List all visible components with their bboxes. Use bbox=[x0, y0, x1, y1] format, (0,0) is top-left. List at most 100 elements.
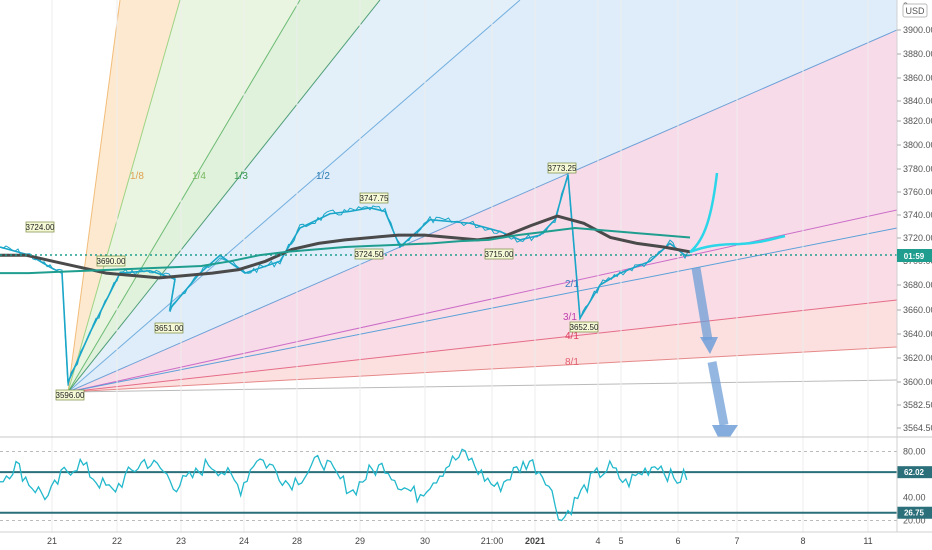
price-callout-text: 3652.50 bbox=[570, 323, 599, 332]
price-callout-box bbox=[569, 321, 599, 333]
price-callout-box bbox=[484, 248, 514, 260]
price-callout-4: 3596.00 bbox=[55, 389, 85, 401]
time-tick-label: 23 bbox=[176, 536, 186, 546]
gann-fan-ray-3 bbox=[67, 0, 301, 393]
rsi-tick-label: 40.00 bbox=[903, 493, 926, 503]
price-callout-9: 3652.50 bbox=[569, 321, 599, 333]
price-callout-5: 3747.75 bbox=[359, 192, 389, 204]
price-tick-label: 3620.00 bbox=[903, 353, 932, 363]
projection-arrow-2 bbox=[707, 361, 729, 426]
gann-fan-ray-9 bbox=[67, 346, 897, 393]
price-callout-6: 3724.50 bbox=[354, 248, 384, 260]
gann-fan-ray-2 bbox=[67, 0, 181, 393]
price-callout-text: 3773.25 bbox=[548, 164, 577, 173]
time-tick-label: 29 bbox=[355, 536, 365, 546]
price-tick-label: 3640.00 bbox=[903, 329, 932, 339]
price-tick-label: 3840.00 bbox=[903, 96, 932, 106]
gann-fan-ray-4 bbox=[67, 0, 381, 393]
moving-average-slow bbox=[0, 214, 691, 280]
price-callout-2: 3690.00 bbox=[96, 255, 126, 267]
gann-fan-ray-10 bbox=[67, 379, 897, 393]
price-tick-label: 3600.00 bbox=[903, 377, 932, 387]
rsi-level-high-label: 62.02 bbox=[904, 468, 925, 477]
time-axis[interactable]: 21 22 23 24 28 29 30 21:00 2021 4 5 6 7 8 11 bbox=[47, 536, 873, 546]
price-tick-label: 3900.00 bbox=[903, 25, 932, 35]
gann-fan-ray-1 bbox=[67, 0, 121, 393]
projection-arrowhead-2 bbox=[712, 425, 738, 437]
fan-label-1: 1/8 bbox=[130, 171, 144, 182]
currency-badge[interactable] bbox=[902, 3, 928, 18]
price-tick-label: 3564.50 bbox=[903, 423, 932, 433]
price-tick-label: 3820.00 bbox=[903, 116, 932, 126]
price-callout-box bbox=[55, 389, 85, 401]
price-tick-label: 3660.00 bbox=[903, 305, 932, 315]
price-callout-box bbox=[359, 192, 389, 204]
rsi-level-low-label: 26.75 bbox=[904, 509, 925, 518]
price-callout-box bbox=[25, 221, 55, 233]
price-tick-label: 3720.00 bbox=[903, 233, 932, 243]
fan-label-6: 3/1 bbox=[563, 312, 577, 323]
rsi-level-high-tag bbox=[897, 466, 932, 479]
price-callout-1: 3724.00 bbox=[25, 221, 55, 233]
time-tick-label: 6 bbox=[675, 536, 680, 546]
price-callout-box bbox=[547, 162, 577, 174]
rsi-tick-label: 20.00 bbox=[903, 516, 926, 526]
last-price-tag-label: 01:59 bbox=[904, 252, 925, 261]
time-tick-label: 21:00 bbox=[481, 536, 504, 546]
rsi-pane[interactable]: 80.00 40.00 20.00 62.02 26.75 bbox=[0, 447, 932, 526]
fan-label-5: 2/1 bbox=[565, 279, 579, 290]
price-callout-text: 3715.00 bbox=[485, 250, 514, 259]
price-tick-label: 3582.50 bbox=[903, 400, 932, 410]
price-callout-box bbox=[96, 255, 126, 267]
fan-label-2: 1/4 bbox=[192, 171, 206, 182]
gann-fan-zone-5 bbox=[68, 0, 897, 392]
hand-drawn-up-arrow bbox=[689, 172, 719, 253]
currency-label: USD bbox=[905, 6, 925, 16]
fan-label-4: 1/2 bbox=[316, 171, 330, 182]
rsi-tick-label: 80.00 bbox=[903, 447, 926, 457]
time-tick-label: 30 bbox=[420, 536, 430, 546]
price-series-detail bbox=[0, 174, 688, 386]
price-callout-text: 3724.00 bbox=[26, 223, 55, 232]
gann-fan-ray-7 bbox=[67, 209, 897, 393]
fan-label-3: 1/3 bbox=[234, 171, 248, 182]
time-tick-label: 11 bbox=[863, 536, 872, 546]
price-callout-text: 3651.00 bbox=[155, 324, 184, 333]
time-tick-label: 7 bbox=[734, 536, 739, 546]
moving-average-fast bbox=[0, 226, 691, 275]
price-tick-label: 3860.00 bbox=[903, 73, 932, 83]
price-tick-label: 3800.00 bbox=[903, 140, 932, 150]
time-tick-label: 5 bbox=[618, 536, 623, 546]
price-callout-8: 3773.25 bbox=[547, 162, 577, 174]
time-tick-label: 8 bbox=[800, 536, 805, 546]
gann-fan-ray-5 bbox=[67, 0, 521, 393]
rsi-level-low-tag bbox=[897, 506, 932, 519]
price-callout-text: 3724.50 bbox=[355, 250, 384, 259]
price-tick-label: 3740.00 bbox=[903, 210, 932, 220]
gann-fan-ray-8 bbox=[67, 299, 897, 393]
time-tick-label: 2021 bbox=[525, 536, 545, 546]
fan-label-8: 8/1 bbox=[565, 357, 579, 368]
gann-fan-ray-6 bbox=[67, 29, 897, 393]
time-tick-label: 4 bbox=[595, 536, 600, 546]
price-tick-label: 3760.00 bbox=[903, 187, 932, 197]
time-tick-label: 22 bbox=[112, 536, 122, 546]
price-tick-label: 3880.00 bbox=[903, 49, 932, 59]
price-callout-box bbox=[354, 248, 384, 260]
price-callout-text: 3596.00 bbox=[56, 391, 85, 400]
price-callout-7: 3715.00 bbox=[484, 248, 514, 260]
projection-arrowhead-1 bbox=[700, 337, 718, 354]
price-tick-label: 3780.00 bbox=[903, 164, 932, 174]
time-tick-label: 21 bbox=[47, 536, 57, 546]
projection-arrow-1 bbox=[691, 267, 713, 341]
price-callout-3: 3651.00 bbox=[154, 322, 184, 334]
gann-fan-ray-1x1 bbox=[67, 227, 897, 393]
rsi-line bbox=[0, 448, 688, 522]
price-callout-text: 3690.00 bbox=[97, 257, 126, 266]
time-tick-label: 28 bbox=[292, 536, 302, 546]
price-callout-box bbox=[154, 322, 184, 334]
price-axis[interactable]: 3900.00 3880.00 3860.00 3840.00 3820.00 3800.… bbox=[897, 1, 932, 433]
price-callout-text: 3747.75 bbox=[360, 194, 389, 203]
